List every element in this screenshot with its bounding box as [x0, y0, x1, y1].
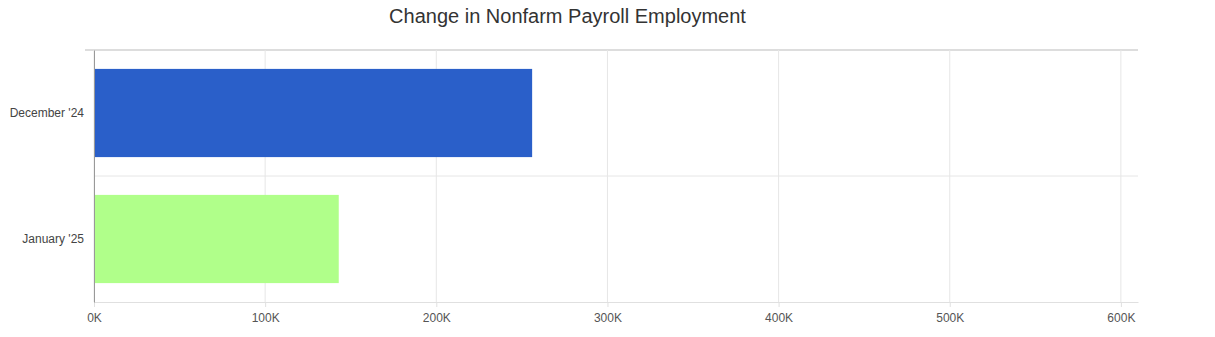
- x-tick-mark: [1121, 302, 1122, 307]
- grid-line: [607, 50, 608, 302]
- y-tick: December '24: [10, 106, 94, 120]
- frame-top: [85, 50, 1138, 51]
- x-tick-label: 200K: [423, 311, 451, 325]
- category-label: January '25: [22, 232, 84, 246]
- x-tick: 500K: [936, 302, 964, 325]
- grid-line: [778, 50, 779, 302]
- y-tick: January '25: [22, 232, 94, 246]
- x-tick-mark: [265, 302, 266, 307]
- x-tick: 100K: [252, 302, 280, 325]
- x-tick-label: 400K: [765, 311, 793, 325]
- x-tick-mark: [607, 302, 608, 307]
- x-tick: 400K: [765, 302, 793, 325]
- title: Change in Nonfarm Payroll Employment: [389, 5, 746, 27]
- x-tick: 200K: [423, 302, 451, 325]
- x-tick: 0K: [87, 302, 102, 325]
- category-separator: [94, 176, 1138, 177]
- y-axis: December '24 January '25: [10, 51, 95, 303]
- x-tick: 600K: [1107, 302, 1135, 325]
- x-tick-label: 300K: [594, 311, 622, 325]
- x-tick-mark: [436, 302, 437, 307]
- bar: [94, 195, 339, 283]
- x-tick-mark: [950, 302, 951, 307]
- x-tick-label: 0K: [87, 311, 102, 325]
- plot: 0K 100K 200K 300K 400K 500K 600K December '24 Ja…: [10, 50, 1139, 325]
- x-tick: 300K: [594, 302, 622, 325]
- grid-line: [1120, 50, 1121, 302]
- x-axis-line: [95, 302, 1139, 303]
- grid-line: [949, 50, 950, 302]
- grid: [94, 50, 1121, 302]
- x-tick-mark: [94, 302, 95, 307]
- bars: [94, 69, 532, 283]
- x-tick-mark: [779, 302, 780, 307]
- x-tick-label: 100K: [252, 311, 280, 325]
- x-tick-label: 500K: [936, 311, 964, 325]
- grid-line: [94, 50, 95, 302]
- x-tick-label: 600K: [1107, 311, 1135, 325]
- x-axis: 0K 100K 200K 300K 400K 500K 600K: [87, 302, 1138, 325]
- chart: 0K 100K 200K 300K 400K 500K 600K December '24 Ja…: [0, 0, 1215, 337]
- y-axis-line: [94, 51, 95, 303]
- bar: [94, 69, 532, 157]
- category-label: December '24: [10, 106, 85, 120]
